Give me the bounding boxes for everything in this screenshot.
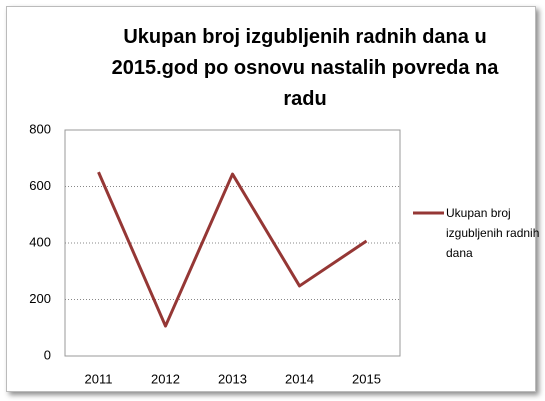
data-line bbox=[97, 171, 368, 328]
y-tick-label: 0 bbox=[44, 347, 51, 362]
y-tick-label: 800 bbox=[29, 121, 51, 136]
plot-area bbox=[64, 129, 401, 357]
y-tick-label: 600 bbox=[29, 178, 51, 193]
x-tick-label: 2013 bbox=[218, 371, 247, 386]
x-tick-label: 2011 bbox=[85, 371, 113, 386]
y-tick-label: 200 bbox=[29, 291, 51, 306]
legend-label: Ukupan broj izgubljenih radnih dana bbox=[446, 206, 540, 260]
x-tick-label: 2014 bbox=[285, 371, 314, 386]
x-tick-label: 2015 bbox=[352, 371, 381, 386]
y-tick-label: 400 bbox=[29, 234, 51, 249]
x-tick-label: 2012 bbox=[151, 371, 180, 386]
chart-title: Ukupan broj izgubljenih radnih dana u 20… bbox=[111, 26, 499, 110]
